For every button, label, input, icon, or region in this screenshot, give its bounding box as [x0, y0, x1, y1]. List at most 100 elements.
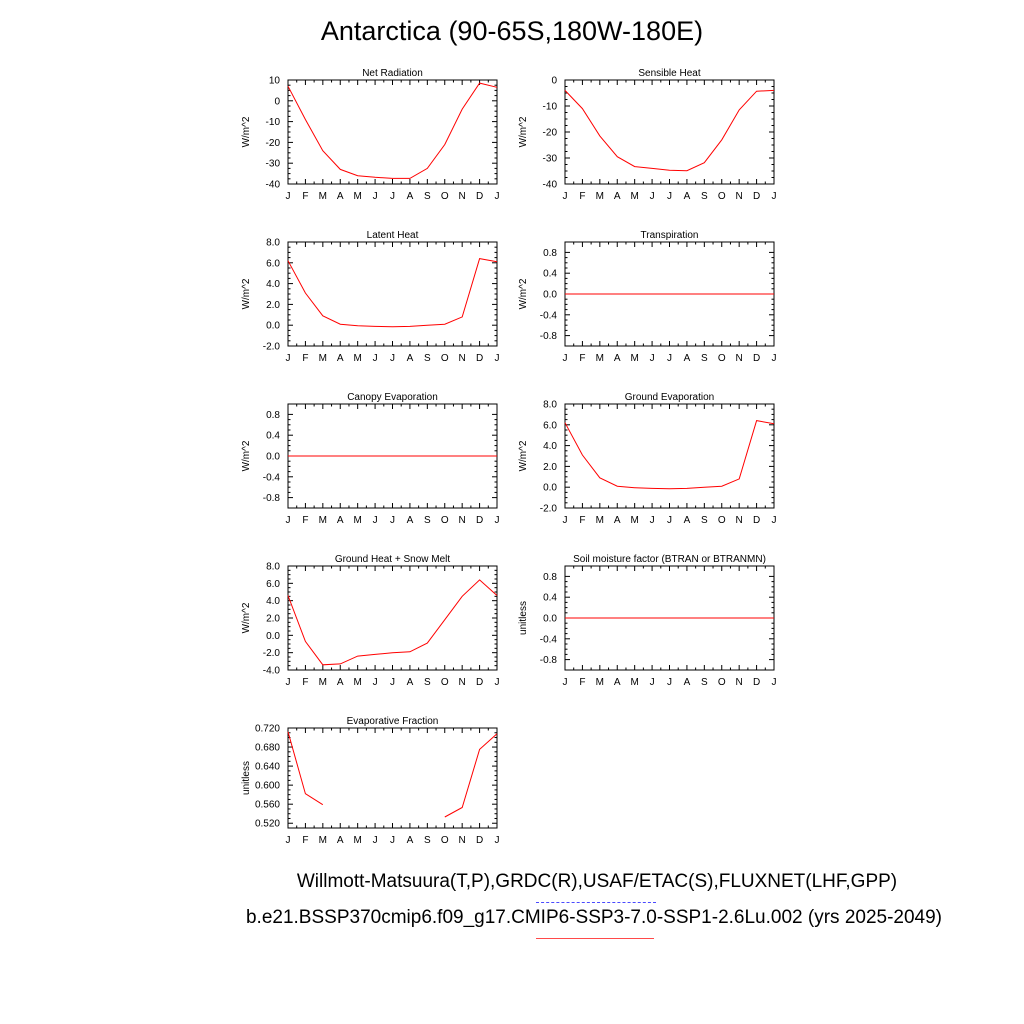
- x-tick-label: M: [596, 353, 604, 364]
- y-tick-label: 2.0: [266, 300, 280, 311]
- y-tick-label: -0.8: [263, 493, 281, 504]
- y-tick-label: 0.4: [266, 431, 280, 442]
- x-tick-label: J: [495, 515, 500, 526]
- x-tick-label: J: [373, 191, 378, 202]
- chart-title: Evaporative Fraction: [347, 716, 439, 727]
- y-tick-label: 0.0: [266, 321, 280, 332]
- y-tick-label: -20: [266, 138, 281, 149]
- y-tick-label: 0: [274, 96, 280, 107]
- x-tick-label: M: [353, 191, 361, 202]
- x-tick-label: J: [286, 835, 291, 846]
- x-tick-label: J: [667, 353, 672, 364]
- x-tick-label: J: [563, 515, 568, 526]
- plot-frame: [287, 565, 498, 671]
- x-tick-label: F: [302, 353, 308, 364]
- x-tick-label: A: [337, 191, 344, 202]
- y-tick-label: 6.0: [266, 579, 280, 590]
- x-tick-label: O: [441, 677, 449, 688]
- x-tick-label: F: [579, 353, 585, 364]
- x-tick-label: O: [718, 515, 726, 526]
- plot-frame: [564, 403, 775, 509]
- x-tick-label: M: [353, 515, 361, 526]
- plot-frame: [287, 241, 498, 347]
- x-tick-label: M: [630, 677, 638, 688]
- x-tick-label: N: [459, 835, 466, 846]
- x-tick-label: J: [772, 677, 777, 688]
- y-tick-label: -0.4: [540, 634, 558, 645]
- series-line: [287, 579, 498, 666]
- x-tick-label: J: [286, 191, 291, 202]
- observations-line-key: [536, 902, 656, 903]
- y-axis-label: W/m^2: [518, 440, 529, 471]
- x-tick-label: J: [495, 677, 500, 688]
- chart-title: Ground Evaporation: [625, 392, 715, 403]
- x-tick-label: A: [614, 515, 621, 526]
- plot-frame: [287, 79, 498, 185]
- x-tick-label: N: [459, 191, 466, 202]
- y-tick-label: -2.0: [540, 504, 558, 515]
- x-tick-label: M: [319, 191, 327, 202]
- x-tick-label: N: [736, 353, 743, 364]
- x-tick-label: A: [614, 677, 621, 688]
- y-axis-label: W/m^2: [518, 116, 529, 147]
- y-tick-label: 0.720: [255, 724, 280, 735]
- y-tick-label: -40: [266, 180, 281, 191]
- page-title: Antarctica (90-65S,180W-180E): [320, 16, 704, 46]
- chart-title: Sensible Heat: [638, 68, 700, 79]
- series-line: [564, 89, 775, 172]
- x-tick-label: S: [424, 677, 431, 688]
- x-tick-label: O: [441, 835, 449, 846]
- x-tick-label: A: [684, 353, 691, 364]
- x-tick-label: J: [563, 353, 568, 364]
- x-tick-label: J: [772, 353, 777, 364]
- x-tick-label: M: [319, 353, 327, 364]
- series-line: [564, 420, 775, 490]
- y-tick-label: 0.8: [543, 572, 557, 583]
- y-tick-label: -10: [543, 102, 558, 113]
- x-tick-label: J: [667, 515, 672, 526]
- y-tick-label: 8.0: [266, 238, 280, 249]
- y-tick-label: 0.0: [266, 452, 280, 463]
- y-tick-label: 0.560: [255, 800, 280, 811]
- x-tick-label: D: [753, 677, 760, 688]
- y-tick-label: -30: [543, 154, 558, 165]
- x-tick-label: M: [596, 191, 604, 202]
- y-axis-label: W/m^2: [241, 440, 252, 471]
- y-tick-label: -0.4: [263, 472, 281, 483]
- y-tick-label: -10: [266, 117, 281, 128]
- x-tick-label: M: [596, 515, 604, 526]
- x-tick-label: A: [407, 191, 414, 202]
- y-tick-label: 4.0: [266, 279, 280, 290]
- x-tick-label: M: [630, 515, 638, 526]
- y-tick-label: 6.0: [543, 420, 557, 431]
- x-tick-label: D: [753, 515, 760, 526]
- y-tick-label: -4.0: [263, 666, 281, 677]
- x-tick-label: N: [459, 353, 466, 364]
- x-tick-label: J: [373, 515, 378, 526]
- x-tick-label: A: [407, 677, 414, 688]
- x-tick-label: J: [373, 835, 378, 846]
- y-tick-label: -20: [543, 128, 558, 139]
- x-tick-label: J: [650, 677, 655, 688]
- x-tick-label: A: [684, 191, 691, 202]
- y-tick-label: 8.0: [543, 400, 557, 411]
- chart-title: Latent Heat: [367, 230, 419, 241]
- y-tick-label: 6.0: [266, 258, 280, 269]
- x-tick-label: N: [736, 677, 743, 688]
- y-tick-label: 10: [269, 76, 281, 87]
- x-tick-label: M: [353, 835, 361, 846]
- y-tick-label: 0.8: [543, 248, 557, 259]
- x-tick-label: D: [476, 353, 483, 364]
- x-tick-label: J: [563, 191, 568, 202]
- y-tick-label: 2.0: [543, 462, 557, 473]
- y-tick-label: 0.0: [543, 614, 557, 625]
- x-tick-label: S: [701, 515, 708, 526]
- x-tick-label: J: [390, 353, 395, 364]
- y-tick-label: 0.680: [255, 743, 280, 754]
- y-tick-label: 0.600: [255, 781, 280, 792]
- x-tick-label: O: [718, 191, 726, 202]
